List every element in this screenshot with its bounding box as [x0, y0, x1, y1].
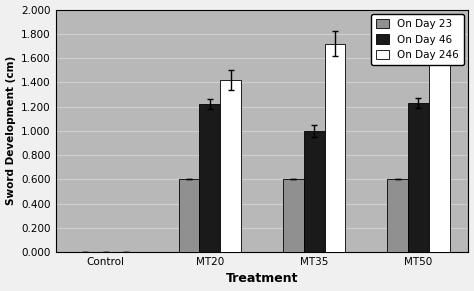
X-axis label: Treatment: Treatment: [226, 272, 298, 285]
Bar: [429, 48, 450, 252]
Legend: On Day 23, On Day 46, On Day 246: On Day 23, On Day 46, On Day 246: [371, 14, 464, 65]
Bar: [179, 179, 200, 252]
Bar: [304, 131, 325, 252]
Y-axis label: Sword Development (cm): Sword Development (cm): [6, 56, 16, 205]
Bar: [220, 80, 241, 252]
Bar: [200, 104, 220, 252]
Bar: [325, 43, 346, 252]
Bar: [387, 179, 408, 252]
Bar: [408, 103, 429, 252]
Bar: [283, 179, 304, 252]
